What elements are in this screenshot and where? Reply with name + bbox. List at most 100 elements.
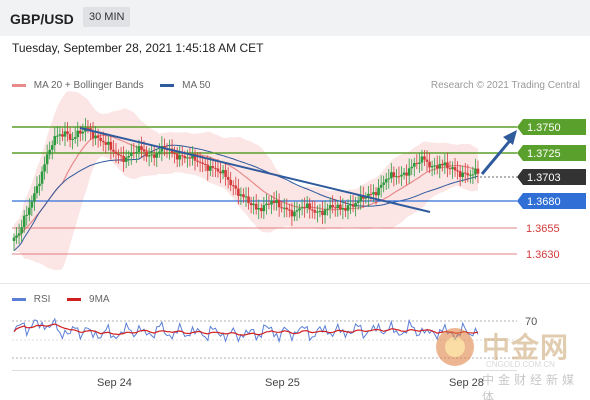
candle-body [15,235,18,238]
candle-body [344,208,347,211]
candle-body [441,163,444,166]
candle-body [81,131,85,134]
ma20-swatch [12,84,26,87]
candle-body [354,202,357,207]
candle-body [22,215,26,228]
candle-body [30,201,34,208]
candle-body [333,207,337,209]
candle-body [328,205,332,209]
header-bar: GBP/USD 30 MIN [0,0,590,36]
rsi-legend-label: RSI [33,294,51,305]
watermark-url: CNGOLD.COM.CN [486,360,555,369]
candles-group [12,118,480,251]
timeframe-selector[interactable]: 30 MIN [83,7,131,27]
candle-body [316,211,319,213]
candle-body [209,166,212,171]
candle-body [259,208,263,212]
candle-body [407,168,411,176]
candle-body [76,130,80,138]
candle-body [451,167,454,169]
rsi-tick-70: 70 [525,316,537,328]
candle-body [107,141,110,145]
candle-body [415,163,419,165]
candle-body [303,207,306,209]
candle-body [244,196,248,198]
candle-body [346,205,350,211]
candle-body [456,170,459,172]
candle-body [446,162,449,169]
rsi-legend: RSI 9MA [12,294,110,305]
candle-body [387,178,391,180]
x-tick-sep25: Sep 25 [265,377,300,389]
forecast-arrow [480,136,515,175]
candle-body [443,162,447,166]
candle-body [285,207,289,210]
candle-body [453,167,457,171]
level-label-1: 1.3750 [517,119,586,135]
candle-body [160,145,164,152]
candle-body [367,193,370,198]
ma20-legend-label: MA 20 + Bollinger Bands [33,80,144,91]
candle-body [196,160,199,162]
candle-body [216,168,220,172]
candle-body [290,210,294,217]
candle-body [293,211,296,217]
candle-body [119,155,123,157]
candle-body [229,179,233,186]
forecast-arrowhead [503,130,517,145]
candle-body [420,156,424,163]
candle-body [71,138,74,140]
candle-body [155,153,159,158]
candle-body [428,161,431,168]
candle-body [191,154,194,159]
candle-body [265,203,268,206]
candle-body [96,135,100,138]
candle-body [20,227,23,234]
watermark-title: 中金网 [482,332,570,363]
candle-body [247,196,250,203]
candle-body [188,157,192,159]
candle-body [117,154,120,156]
candle-body [145,151,148,157]
candle-body [308,203,312,210]
chart-legend: MA 20 + Bollinger Bands MA 50 [12,80,211,91]
candle-body [78,130,82,134]
watermark-subtitle: 中金财经新媒体 [482,373,579,400]
candle-body [234,185,238,189]
candle-body [270,200,273,205]
rsi-ma-swatch [67,298,82,301]
candle-body [326,208,329,210]
watermark-logo-icon [436,328,474,366]
candle-body [402,172,406,175]
candle-body [224,170,227,177]
candle-body [369,193,373,195]
candle-body [193,154,197,161]
candle-body [231,185,235,187]
rsi-ma-line [13,323,479,336]
candle-body [237,188,240,196]
candle-body [186,157,189,159]
level-label-4: 1.3680 [517,193,586,209]
level-label-2: 1.3725 [517,145,586,161]
candle-body [226,176,230,180]
candle-body [25,214,29,216]
candle-body [56,135,59,137]
candle-body [99,137,102,141]
level-label-current-text: 1.3703 [527,172,561,184]
candle-body [318,210,322,212]
candle-body [382,182,385,185]
candle-body [48,149,51,155]
x-axis-line [12,370,517,371]
candle-body [272,200,276,203]
candle-body [203,163,207,165]
candle-body [63,131,67,137]
candle-body [109,141,113,150]
candle-body [379,184,383,188]
candle-body [239,194,243,196]
candle-body [91,130,95,139]
candle-body [476,168,480,174]
ma50-swatch [160,84,175,87]
x-tick-sep24: Sep 24 [97,377,132,389]
candle-body [201,162,204,164]
